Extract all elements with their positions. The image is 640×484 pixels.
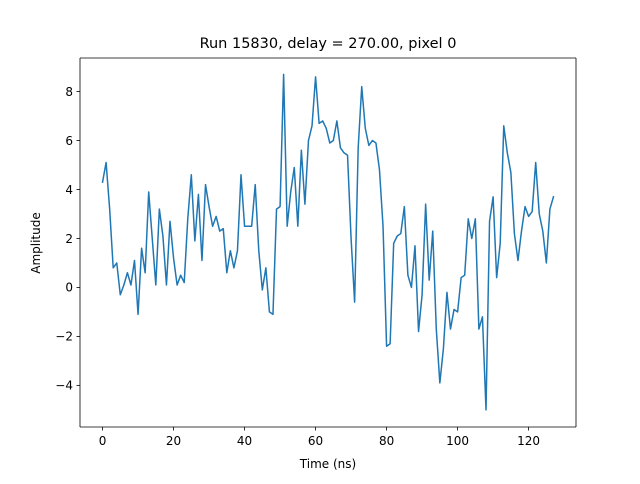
y-tick-label: 0 — [65, 281, 73, 295]
chart-title: Run 15830, delay = 270.00, pixel 0 — [200, 36, 457, 52]
y-tick-label: 2 — [65, 232, 73, 246]
axes: 0 20 40 60 80 100 120 −4 −2 0 2 4 6 8 — [55, 57, 577, 448]
y-axis-label: Amplitude — [29, 212, 43, 274]
y-tick-label: −2 — [55, 330, 73, 344]
plot-area — [101, 73, 555, 411]
y-tick-label: 8 — [65, 85, 73, 99]
x-tick-label: 0 — [99, 434, 107, 448]
x-tick-label: 120 — [517, 434, 540, 448]
y-tick-label: 4 — [65, 183, 73, 197]
x-tick-label: 40 — [237, 434, 252, 448]
y-tick-label: −4 — [55, 379, 73, 393]
x-tick-label: 100 — [446, 434, 469, 448]
x-axis-label: Time (ns) — [299, 457, 356, 471]
x-tick-label: 60 — [308, 434, 323, 448]
x-tick-label: 80 — [379, 434, 394, 448]
x-tick-label: 20 — [166, 434, 181, 448]
series-line-0 — [101, 73, 555, 411]
y-tick-label: 6 — [65, 134, 73, 148]
